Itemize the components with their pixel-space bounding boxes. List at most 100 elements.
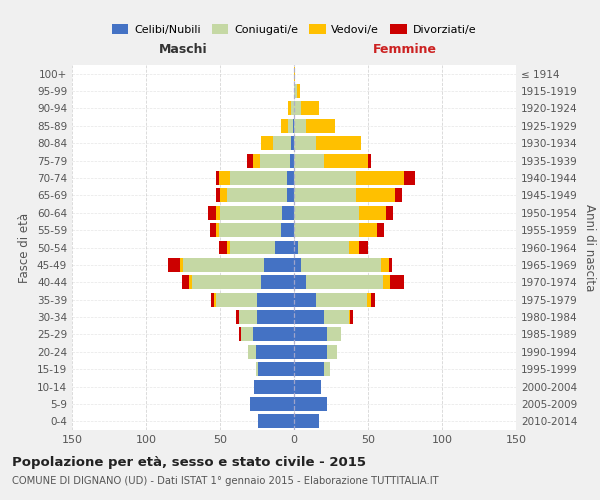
Bar	[182, 276, 189, 289]
Bar	[326, 328, 341, 342]
Bar	[294, 414, 319, 428]
Bar	[287, 171, 294, 185]
Y-axis label: Fasce di età: Fasce di età	[19, 212, 31, 282]
Bar	[349, 240, 359, 254]
Bar	[350, 310, 353, 324]
Bar	[218, 240, 227, 254]
Bar	[273, 136, 291, 150]
Bar	[404, 171, 415, 185]
Bar	[306, 276, 383, 289]
Bar	[297, 84, 300, 98]
Bar	[239, 310, 257, 324]
Bar	[356, 188, 395, 202]
Bar	[260, 154, 290, 168]
Bar	[386, 206, 393, 220]
Bar	[256, 345, 294, 358]
Bar	[349, 310, 350, 324]
Bar	[323, 310, 349, 324]
Bar	[316, 136, 361, 150]
Bar	[275, 240, 294, 254]
Bar	[218, 171, 230, 185]
Bar	[208, 206, 215, 220]
Bar	[359, 240, 368, 254]
Bar	[356, 171, 404, 185]
Bar	[209, 223, 215, 237]
Bar	[215, 223, 218, 237]
Y-axis label: Anni di nascita: Anni di nascita	[583, 204, 596, 291]
Bar	[281, 119, 288, 133]
Bar	[294, 66, 295, 80]
Bar	[288, 102, 291, 116]
Bar	[259, 362, 294, 376]
Bar	[323, 154, 368, 168]
Bar	[236, 310, 239, 324]
Text: COMUNE DI DIGNANO (UD) - Dati ISTAT 1° gennaio 2015 - Elaborazione TUTTITALIA.IT: COMUNE DI DIGNANO (UD) - Dati ISTAT 1° g…	[12, 476, 439, 486]
Bar	[218, 223, 281, 237]
Bar	[294, 345, 326, 358]
Bar	[227, 240, 230, 254]
Bar	[183, 258, 265, 272]
Bar	[265, 258, 294, 272]
Bar	[294, 328, 326, 342]
Bar	[248, 345, 256, 358]
Bar	[301, 258, 382, 272]
Bar	[368, 154, 371, 168]
Bar	[323, 362, 329, 376]
Bar	[395, 188, 402, 202]
Bar	[367, 292, 371, 306]
Bar	[262, 136, 273, 150]
Bar	[301, 102, 319, 116]
Text: Popolazione per età, sesso e stato civile - 2015: Popolazione per età, sesso e stato civil…	[12, 456, 366, 469]
Bar	[326, 345, 337, 358]
Bar	[281, 223, 294, 237]
Bar	[247, 154, 253, 168]
Bar	[257, 310, 294, 324]
Bar	[257, 292, 294, 306]
Bar	[294, 154, 323, 168]
Bar	[282, 206, 294, 220]
Bar	[294, 310, 323, 324]
Bar	[250, 397, 294, 411]
Bar	[220, 206, 282, 220]
Bar	[192, 276, 262, 289]
Bar	[294, 136, 316, 150]
Bar	[230, 240, 275, 254]
Bar	[294, 380, 320, 394]
Bar	[293, 119, 294, 133]
Bar	[256, 362, 259, 376]
Bar	[291, 102, 294, 116]
Bar	[214, 292, 215, 306]
Bar	[215, 292, 257, 306]
Bar	[382, 258, 389, 272]
Bar	[220, 188, 227, 202]
Bar	[294, 258, 301, 272]
Bar	[253, 154, 260, 168]
Bar	[294, 206, 359, 220]
Bar	[262, 276, 294, 289]
Bar	[298, 240, 349, 254]
Bar	[294, 292, 316, 306]
Bar	[288, 119, 293, 133]
Bar	[294, 276, 306, 289]
Bar	[294, 171, 356, 185]
Bar	[180, 258, 183, 272]
Bar	[227, 188, 287, 202]
Bar	[211, 292, 214, 306]
Bar	[215, 171, 218, 185]
Bar	[390, 276, 404, 289]
Bar	[377, 223, 384, 237]
Bar	[383, 276, 390, 289]
Bar	[215, 206, 220, 220]
Bar	[316, 292, 367, 306]
Bar	[259, 414, 294, 428]
Bar	[241, 328, 253, 342]
Bar	[239, 328, 241, 342]
Bar	[294, 362, 323, 376]
Bar	[359, 206, 386, 220]
Bar	[291, 136, 294, 150]
Legend: Celibi/Nubili, Coniugati/e, Vedovi/e, Divorziati/e: Celibi/Nubili, Coniugati/e, Vedovi/e, Di…	[107, 20, 481, 39]
Bar	[290, 154, 294, 168]
Bar	[294, 102, 301, 116]
Bar	[294, 84, 297, 98]
Bar	[230, 171, 287, 185]
